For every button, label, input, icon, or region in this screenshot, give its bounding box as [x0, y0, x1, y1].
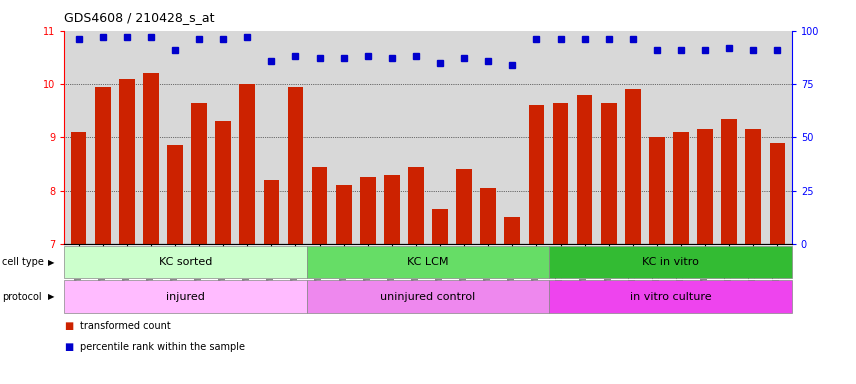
Bar [504, 217, 520, 244]
Bar [553, 103, 568, 244]
Bar [264, 180, 279, 244]
Text: transformed count: transformed count [80, 321, 170, 331]
Bar [191, 103, 207, 244]
Text: percentile rank within the sample: percentile rank within the sample [80, 342, 245, 352]
Text: ▶: ▶ [48, 258, 55, 266]
Bar [384, 175, 400, 244]
Bar [408, 167, 424, 244]
Text: uninjured control: uninjured control [380, 291, 476, 302]
Bar [336, 185, 352, 244]
Bar [673, 132, 689, 244]
Bar [577, 94, 592, 244]
Bar [119, 79, 134, 244]
Bar [529, 105, 544, 244]
Bar [770, 142, 785, 244]
Bar [698, 129, 713, 244]
Text: in vitro culture: in vitro culture [630, 291, 711, 302]
Bar [95, 87, 110, 244]
Bar [167, 145, 183, 244]
Text: injured: injured [166, 291, 205, 302]
Bar [143, 73, 158, 244]
Bar [240, 84, 255, 244]
Bar [288, 87, 303, 244]
Bar [432, 209, 448, 244]
Bar [625, 89, 640, 244]
Bar [649, 137, 665, 244]
Bar [601, 103, 616, 244]
Bar [722, 119, 737, 244]
Text: ▶: ▶ [48, 292, 55, 301]
Bar [456, 169, 472, 244]
Bar [746, 129, 761, 244]
Text: GDS4608 / 210428_s_at: GDS4608 / 210428_s_at [64, 12, 215, 25]
Bar [360, 177, 376, 244]
Text: cell type: cell type [2, 257, 44, 267]
Text: KC LCM: KC LCM [407, 257, 449, 267]
Bar [312, 167, 327, 244]
Text: ■: ■ [64, 342, 74, 352]
Bar [71, 132, 86, 244]
Bar [216, 121, 231, 244]
Bar [480, 188, 496, 244]
Text: KC in vitro: KC in vitro [642, 257, 699, 267]
Text: KC sorted: KC sorted [158, 257, 212, 267]
Text: protocol: protocol [2, 291, 41, 302]
Text: ■: ■ [64, 321, 74, 331]
